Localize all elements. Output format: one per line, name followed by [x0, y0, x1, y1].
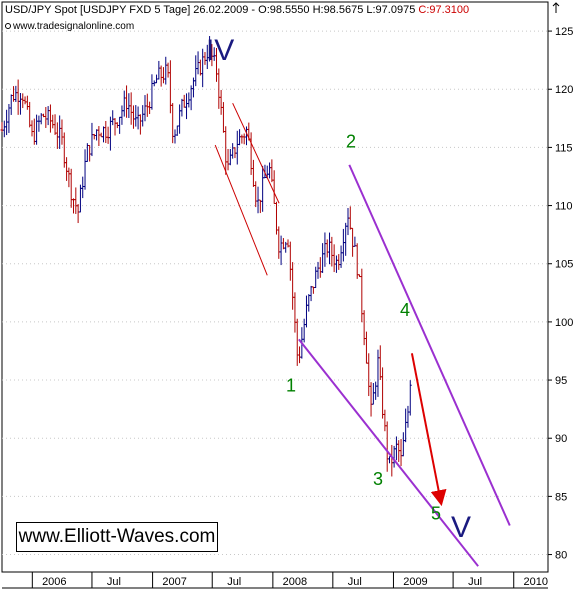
y-tick-label: 115 [555, 142, 573, 154]
plot-frame [1, 1, 549, 573]
source-icon [5, 23, 11, 29]
x-tick-label: 2007 [162, 576, 186, 588]
y-tick-label: 105 [555, 259, 573, 271]
wave-label: 5 [431, 504, 441, 524]
watermark-box: www.Elliott-Waves.com [16, 522, 218, 552]
wave-label: 2 [346, 131, 356, 151]
channel-line-main-lower [298, 338, 479, 567]
x-tick-label: 2008 [283, 576, 307, 588]
x-tick-label: 2010 [523, 576, 547, 588]
channel-line-sub-lower [214, 144, 268, 276]
wave-label: 3 [373, 469, 383, 489]
y-tick-label: 120 [555, 84, 573, 96]
x-tick-label: Jul [107, 576, 121, 588]
x-tick-label: 2006 [42, 576, 66, 588]
y-tick-label: 90 [555, 433, 567, 445]
forecast-arrow [410, 353, 447, 507]
y-tick-label: 80 [555, 550, 567, 562]
wave-label: IV [206, 34, 234, 67]
y-tick-label: 110 [555, 201, 573, 213]
channel-line-sub-upper [232, 102, 280, 204]
y-tick-label: 125 [555, 26, 573, 38]
y-tick-label: 100 [555, 317, 573, 329]
ohlc-series [0, 36, 412, 477]
y-tick-label: 85 [555, 491, 567, 503]
header-close: C:97.3100 [418, 4, 469, 16]
x-tick-label: Jul [227, 576, 241, 588]
wave-label: V [451, 511, 471, 544]
x-tick-label: Jul [468, 576, 482, 588]
header-source: www.tradesignalonline.com [12, 21, 134, 32]
chart-header: USD/JPY Spot [USDJPY FXD 5 Tage] 26.02.2… [5, 4, 469, 16]
x-tick-label: Jul [348, 576, 362, 588]
x-tick-label: 2009 [403, 576, 427, 588]
wave-label: 4 [400, 300, 410, 320]
y-tick-label: 95 [555, 375, 567, 387]
header-symbol: USD/JPY Spot [USDJPY FXD 5 Tage] 26.02.2… [5, 4, 418, 16]
scroll-up-icon [552, 2, 560, 13]
channel-line-main-upper [348, 164, 511, 526]
wave-label: 1 [286, 376, 296, 396]
ohlc-bar [408, 380, 412, 416]
